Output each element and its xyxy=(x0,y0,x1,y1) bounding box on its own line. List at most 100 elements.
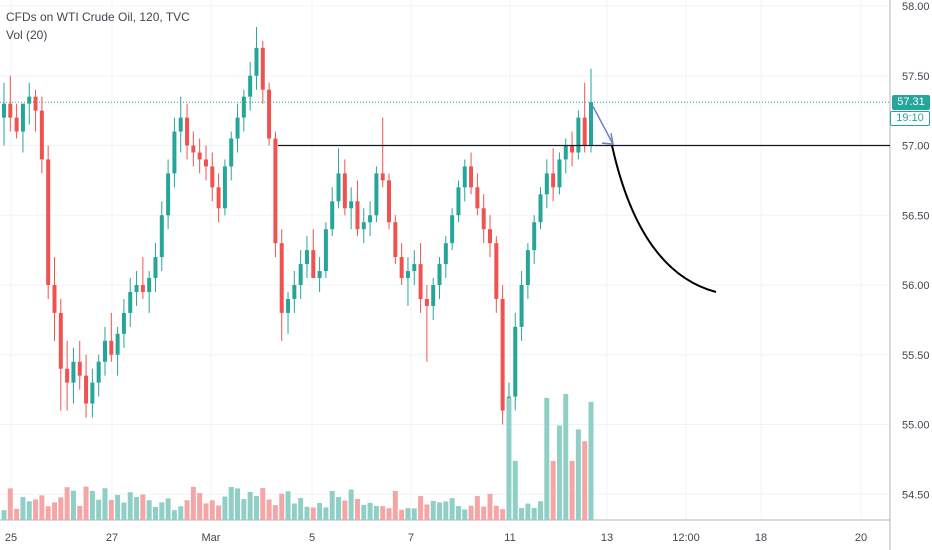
volume-indicator-label[interactable]: Vol (20) xyxy=(6,28,48,42)
candle-body[interactable] xyxy=(140,285,145,292)
candle-body[interactable] xyxy=(121,312,126,334)
candle-body[interactable] xyxy=(71,361,76,383)
candle-body[interactable] xyxy=(412,264,417,272)
candle-body[interactable] xyxy=(2,103,6,118)
candle-body[interactable] xyxy=(532,222,537,251)
candle-body[interactable] xyxy=(102,340,107,362)
candle-body[interactable] xyxy=(33,96,38,111)
candle-body[interactable] xyxy=(166,173,171,216)
candle-body[interactable] xyxy=(330,201,335,230)
candle-body[interactable] xyxy=(172,131,177,174)
candle-body[interactable] xyxy=(494,243,499,299)
candle-body[interactable] xyxy=(469,166,474,188)
candle-body[interactable] xyxy=(20,103,25,132)
candle-body[interactable] xyxy=(304,250,309,265)
candle-body[interactable] xyxy=(77,361,82,376)
candle-body[interactable] xyxy=(52,285,57,313)
candle-body[interactable] xyxy=(349,201,354,209)
candle-body[interactable] xyxy=(241,96,246,118)
candle-body[interactable] xyxy=(39,110,44,160)
candle-body[interactable] xyxy=(336,173,341,202)
candle-body[interactable] xyxy=(368,215,373,223)
candle-body[interactable] xyxy=(210,166,215,188)
candle-body[interactable] xyxy=(84,375,89,404)
candle-body[interactable] xyxy=(450,215,455,244)
candle-body[interactable] xyxy=(525,250,530,285)
candle-body[interactable] xyxy=(462,166,467,188)
candle-body[interactable] xyxy=(500,298,505,411)
volume-bar xyxy=(556,425,562,520)
candle-body[interactable] xyxy=(58,312,63,369)
candle-body[interactable] xyxy=(405,271,410,279)
candle-body[interactable] xyxy=(229,138,234,167)
candle-body[interactable] xyxy=(216,187,221,209)
candle-body[interactable] xyxy=(273,138,278,244)
candle-body[interactable] xyxy=(317,271,322,279)
candle-body[interactable] xyxy=(399,257,404,279)
candle-body[interactable] xyxy=(191,145,196,153)
candle-body[interactable] xyxy=(286,298,291,313)
candle-body[interactable] xyxy=(222,166,227,209)
candle-body[interactable] xyxy=(576,117,581,153)
candle-body[interactable] xyxy=(8,103,13,118)
candle-body[interactable] xyxy=(519,285,524,327)
candle-body[interactable] xyxy=(361,222,366,230)
candle-body[interactable] xyxy=(197,152,202,160)
candle-body[interactable] xyxy=(153,257,158,279)
candle-body[interactable] xyxy=(544,173,549,195)
candle-body[interactable] xyxy=(563,145,568,160)
candle-body[interactable] xyxy=(109,340,114,355)
candle-body[interactable] xyxy=(90,382,95,404)
candle-body[interactable] xyxy=(475,187,480,209)
candle-body[interactable] xyxy=(65,368,70,383)
candle-body[interactable] xyxy=(311,250,316,279)
candle-body[interactable] xyxy=(203,159,208,167)
candle-body[interactable] xyxy=(570,145,575,153)
candle-body[interactable] xyxy=(235,117,240,139)
candle-body[interactable] xyxy=(134,285,139,292)
candle-body[interactable] xyxy=(248,75,253,97)
candle-body[interactable] xyxy=(115,333,120,355)
candle-body[interactable] xyxy=(298,264,303,285)
candle-body[interactable] xyxy=(551,173,556,188)
projection-arrow-line[interactable] xyxy=(592,106,614,145)
candle-body[interactable] xyxy=(128,291,133,313)
candle-body[interactable] xyxy=(481,208,486,230)
candle-body[interactable] xyxy=(557,159,562,188)
candle-body[interactable] xyxy=(424,298,429,306)
candle-body[interactable] xyxy=(342,173,347,209)
candle-body[interactable] xyxy=(443,243,448,265)
candle-body[interactable] xyxy=(538,194,543,223)
candle-body[interactable] xyxy=(27,96,32,104)
candle-body[interactable] xyxy=(260,47,265,90)
candle-body[interactable] xyxy=(279,243,284,313)
candle-body[interactable] xyxy=(513,326,518,397)
candle-body[interactable] xyxy=(46,159,51,285)
candle-body[interactable] xyxy=(14,117,19,132)
candle-body[interactable] xyxy=(178,117,183,132)
candle-body[interactable] xyxy=(185,117,190,146)
candle-body[interactable] xyxy=(393,222,398,258)
candle-body[interactable] xyxy=(380,173,385,181)
candle-body[interactable] xyxy=(254,47,259,76)
volume-bar xyxy=(1,510,7,520)
candle-body[interactable] xyxy=(488,229,493,244)
candle-body[interactable] xyxy=(582,117,587,146)
volume-bar xyxy=(190,486,196,520)
candle-body[interactable] xyxy=(292,285,297,299)
candle-body[interactable] xyxy=(418,264,423,299)
candle-body[interactable] xyxy=(147,278,152,292)
candle-body[interactable] xyxy=(437,264,442,285)
candle-body[interactable] xyxy=(267,89,272,139)
candle-body[interactable] xyxy=(374,173,379,216)
candle-body[interactable] xyxy=(323,229,328,272)
candle-body[interactable] xyxy=(456,187,461,216)
projection-curve[interactable] xyxy=(611,145,717,293)
candle-body[interactable] xyxy=(355,201,360,230)
candle-body[interactable] xyxy=(159,215,164,258)
candle-body[interactable] xyxy=(431,285,436,306)
candle-body[interactable] xyxy=(387,180,392,223)
candle-body[interactable] xyxy=(96,361,101,383)
candle-body[interactable] xyxy=(589,102,593,146)
